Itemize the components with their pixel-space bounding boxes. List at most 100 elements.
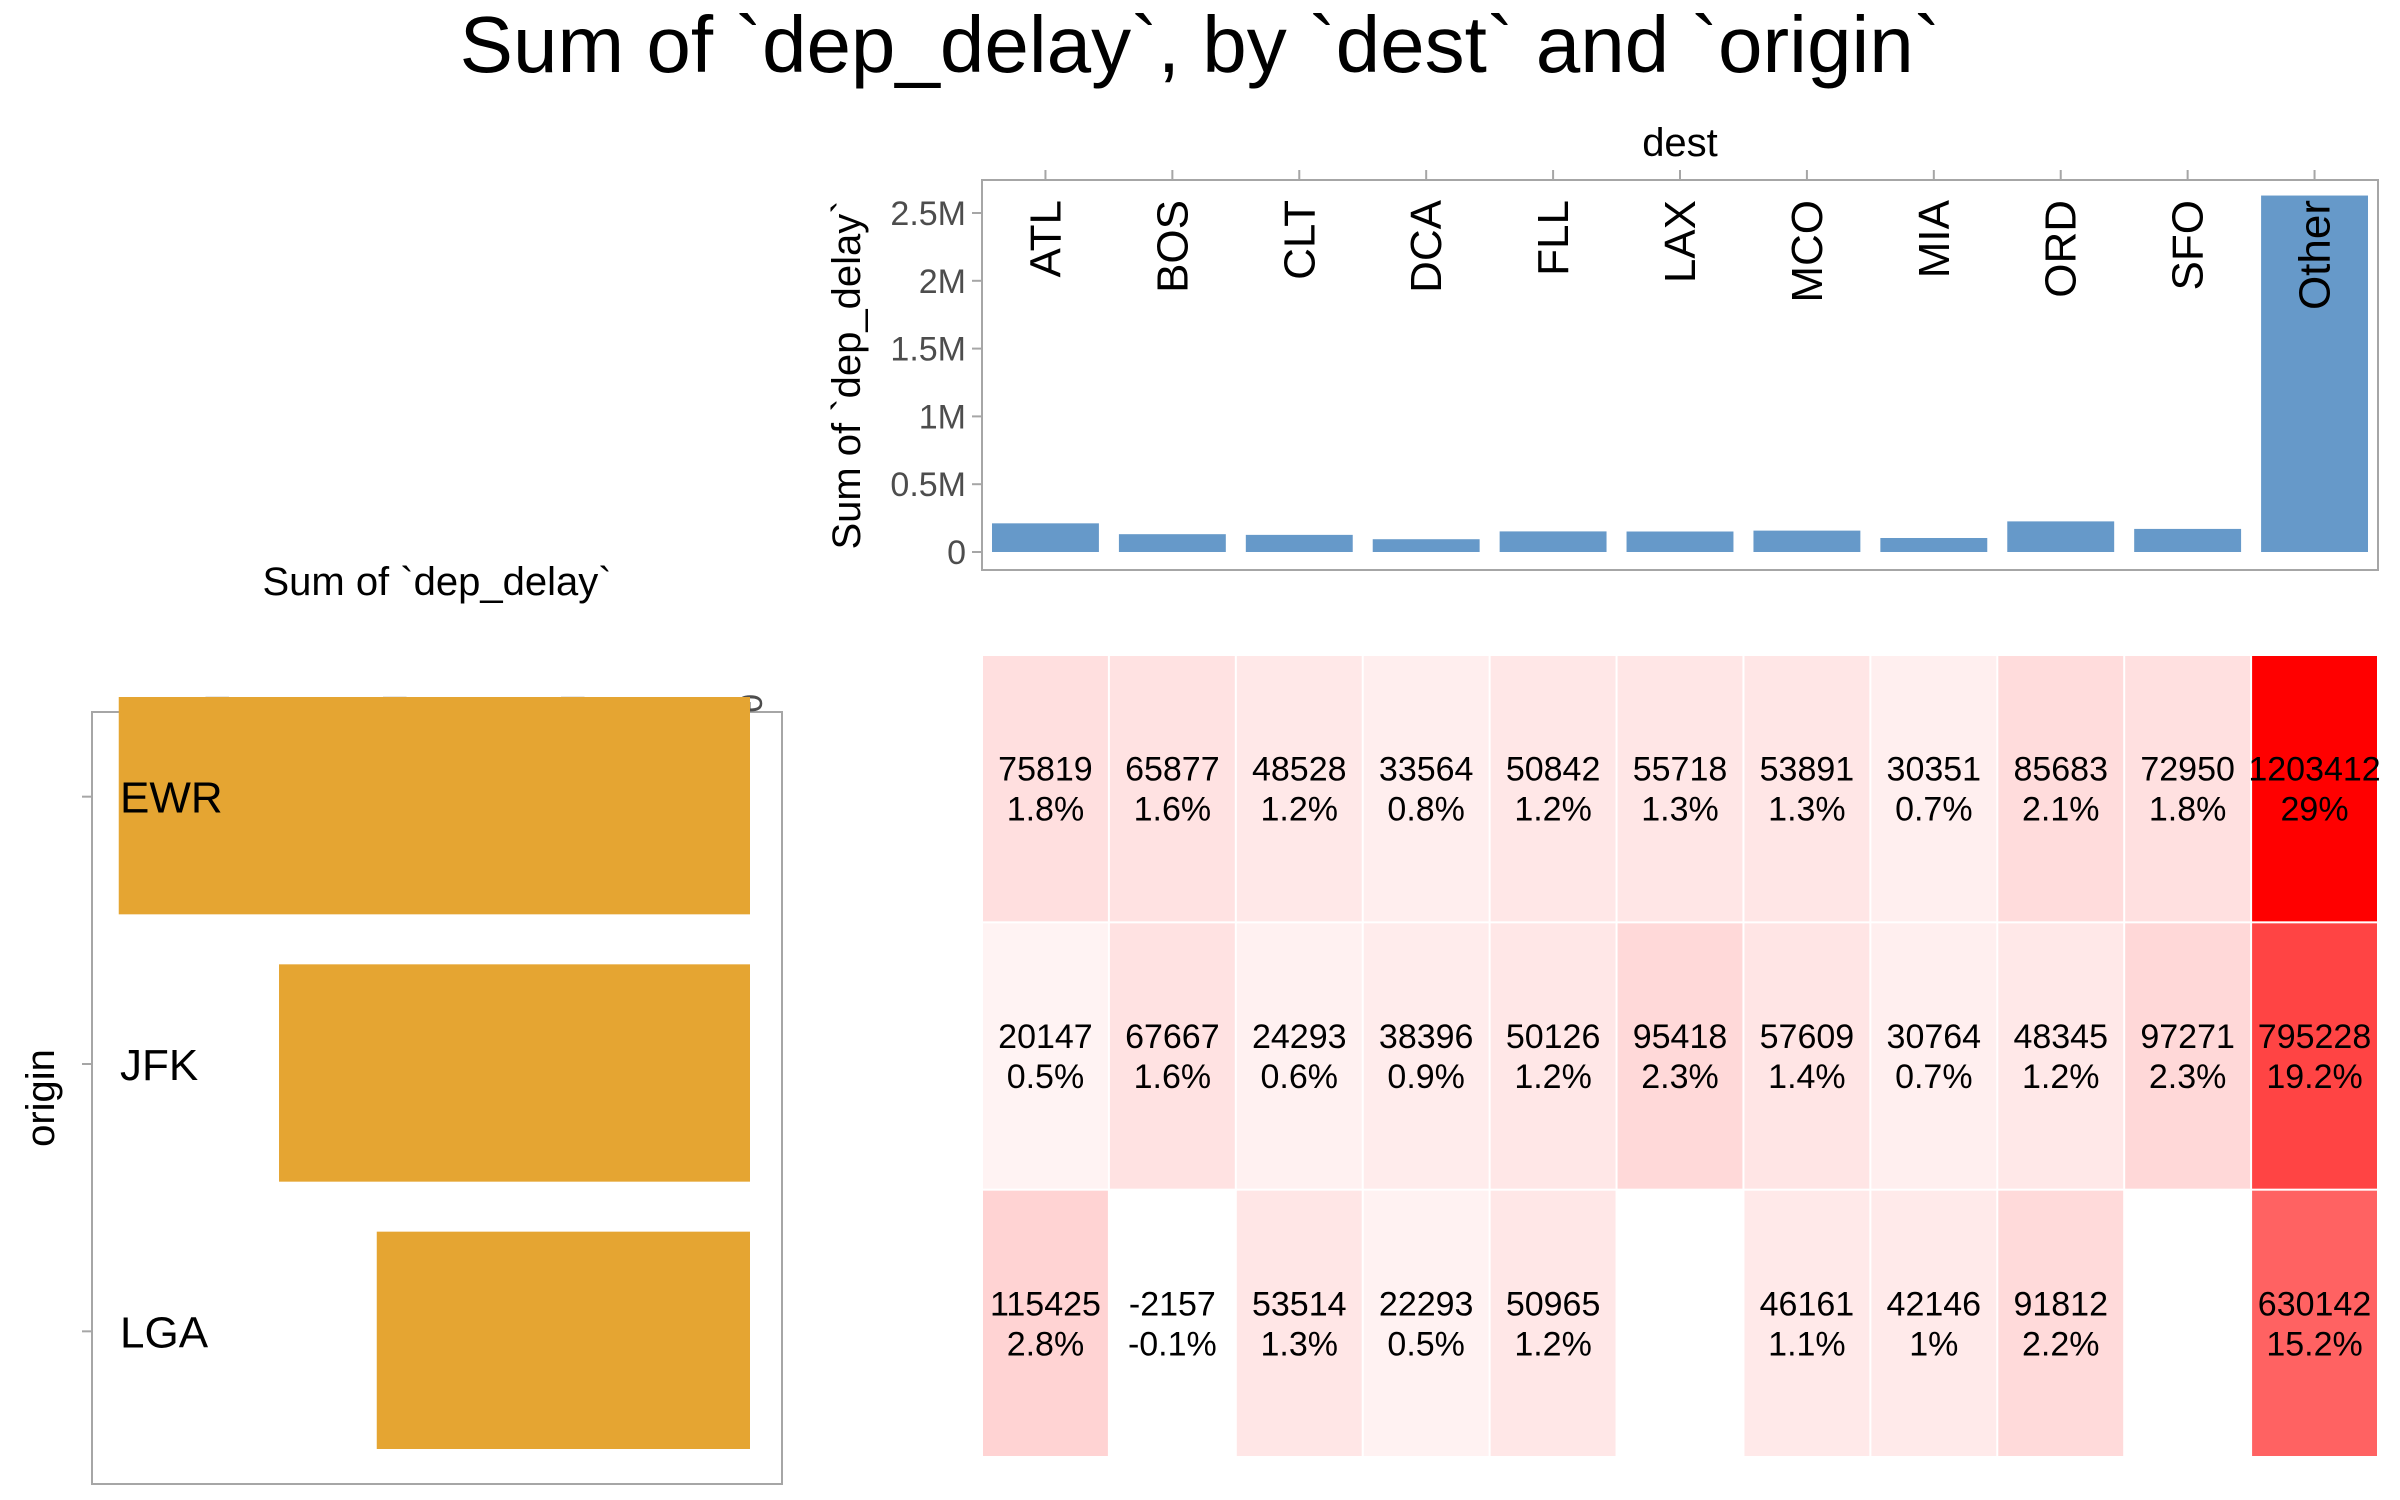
heatmap-cell xyxy=(2125,656,2251,922)
dest-y-tick-label: 1M xyxy=(919,398,966,436)
heatmap-cell-value: 91812 xyxy=(2013,1285,2108,1323)
dest-category-label: LAX xyxy=(1656,200,1705,283)
heatmap-cell-percent: 1.2% xyxy=(1261,791,1339,829)
heatmap-cell xyxy=(983,1190,1108,1456)
heatmap-cell-percent: 0.8% xyxy=(1387,791,1465,829)
heatmap-cell-value: 38396 xyxy=(1379,1018,1474,1056)
dest-bar xyxy=(1245,534,1353,552)
heatmap-cell xyxy=(1109,1190,1235,1456)
dest-bar xyxy=(1499,531,1607,552)
heatmap-cell-value: -2157 xyxy=(1129,1285,1216,1323)
heatmap-cell xyxy=(2125,923,2251,1189)
heatmap-cell-percent: 1.4% xyxy=(1768,1058,1846,1096)
heatmap-cell-value: 1203412 xyxy=(2248,751,2380,789)
dest-y-axis-title: Sum of `dep_delay` xyxy=(825,200,869,549)
heatmap-cell-percent: 1.1% xyxy=(1768,1325,1846,1363)
heatmap-cell-percent: -0.1% xyxy=(1128,1325,1217,1363)
heatmap-cell-percent: 1.3% xyxy=(1768,791,1846,829)
heatmap-cell-percent: 1.2% xyxy=(1514,1325,1592,1363)
heatmap-cell-value: 50965 xyxy=(1506,1285,1601,1323)
heatmap-cell-percent: 0.7% xyxy=(1895,1058,1973,1096)
heatmap-cell-percent: 1.2% xyxy=(1514,1058,1592,1096)
heatmap-cell xyxy=(2252,1190,2377,1456)
heatmap-cell xyxy=(1744,923,1870,1189)
heatmap-cell xyxy=(1617,923,1743,1189)
heatmap-cell xyxy=(1744,1190,1870,1456)
heatmap-cell xyxy=(1871,923,1997,1189)
dest-bar xyxy=(1753,530,1861,552)
heatmap-cell-value: 48528 xyxy=(1252,751,1347,789)
heatmap-cell xyxy=(983,656,1108,922)
origin-category-label: JFK xyxy=(120,1041,198,1090)
dest-category-label: FLL xyxy=(1529,200,1578,276)
heatmap-cell xyxy=(1363,1190,1489,1456)
dest-bar xyxy=(1372,539,1480,552)
heatmap-cell-percent: 2.1% xyxy=(2022,791,2100,829)
heatmap-cell xyxy=(1490,1190,1616,1456)
heatmap-cell xyxy=(1617,656,1743,922)
heatmap-cell xyxy=(1871,1190,1997,1456)
heatmap-cell-value: 50842 xyxy=(1506,751,1601,789)
dest-bar xyxy=(2134,528,2242,552)
heatmap-cell-percent: 2.3% xyxy=(2149,1058,2227,1096)
heatmap-cell-value: 48345 xyxy=(2013,1018,2108,1056)
heatmap-cell-percent: 2.8% xyxy=(1007,1325,1085,1363)
heatmap-cell-percent: 0.5% xyxy=(1007,1058,1085,1096)
dest-bar xyxy=(1118,534,1226,552)
heatmap-cell xyxy=(1744,656,1870,922)
dest-category-label: BOS xyxy=(1148,200,1197,293)
heatmap-cell-percent: 19.2% xyxy=(2266,1058,2362,1096)
heatmap-cell-value: 72950 xyxy=(2140,751,2235,789)
heatmap-cell-percent: 1.6% xyxy=(1134,1058,1212,1096)
dest-category-label: DCA xyxy=(1402,199,1451,293)
heatmap-cell xyxy=(2252,923,2377,1189)
dest-bar xyxy=(992,523,1099,552)
heatmap-cell-value: 115425 xyxy=(990,1285,1101,1323)
dest-bar xyxy=(1880,537,1988,552)
heatmap-cell-percent: 1.2% xyxy=(2022,1058,2100,1096)
origin-category-label: LGA xyxy=(120,1308,209,1357)
heatmap-cell xyxy=(1998,1190,2124,1456)
heatmap-cell-value: 42146 xyxy=(1887,1285,1982,1323)
heatmap-cell xyxy=(1490,923,1616,1189)
heatmap-cell xyxy=(1236,656,1362,922)
heatmap-cell xyxy=(2252,656,2377,922)
origin-bar xyxy=(279,964,750,1182)
dest-y-tick-label: 2.5M xyxy=(890,195,966,233)
heatmap-cell-value: 30764 xyxy=(1887,1018,1982,1056)
heatmap-cell-percent: 1% xyxy=(1909,1325,1958,1363)
heatmap-cell-value: 630142 xyxy=(2258,1285,2371,1323)
heatmap-cell xyxy=(1363,656,1489,922)
heatmap-cell-percent: 29% xyxy=(2281,791,2349,829)
dest-y-tick-label: 2M xyxy=(919,263,966,301)
dest-category-label: CLT xyxy=(1275,200,1324,280)
heatmap-cell-value: 46161 xyxy=(1760,1285,1855,1323)
dest-bar xyxy=(1626,531,1734,552)
heatmap-cell-value: 97271 xyxy=(2140,1018,2235,1056)
origin-bar xyxy=(376,1231,750,1449)
heatmap-cell-value: 50126 xyxy=(1506,1018,1601,1056)
dest-category-label: MIA xyxy=(1910,199,1959,278)
heatmap-cell-value: 55718 xyxy=(1633,751,1728,789)
dest-y-tick-label: 0.5M xyxy=(890,466,966,504)
dest-category-label: MCO xyxy=(1783,200,1832,303)
heatmap-cell xyxy=(1363,923,1489,1189)
origin-axis-title: Sum of `dep_delay` xyxy=(262,560,611,604)
dest-bar-chart: 0 0.5M 1M 1.5M 2M 2.5M ATL BOS CLT DCA FLL LAX MCO MI… xyxy=(825,121,2379,572)
heatmap-cell xyxy=(1490,656,1616,922)
heatmap-cell-percent: 1.2% xyxy=(1514,791,1592,829)
heatmap-cell-value: 95418 xyxy=(1633,1018,1728,1056)
heatmap-cell-percent: 1.3% xyxy=(1261,1325,1339,1363)
heatmap-cell xyxy=(983,923,1108,1189)
heatmap-cell-percent: 1.8% xyxy=(2149,791,2227,829)
heatmap-cell-percent: 2.2% xyxy=(2022,1325,2100,1363)
dest-category-label: SFO xyxy=(2164,200,2213,290)
heatmap-cell xyxy=(1109,923,1235,1189)
heatmap-cell-percent: 0.6% xyxy=(1261,1058,1339,1096)
heatmap-cell-percent: 1.3% xyxy=(1641,791,1719,829)
heatmap-cell-value: 57609 xyxy=(1760,1018,1855,1056)
heatmap-cell-percent: 0.5% xyxy=(1387,1325,1465,1363)
dest-bar xyxy=(2261,195,2368,552)
heatmap-cell-value: 795228 xyxy=(2258,1018,2371,1056)
